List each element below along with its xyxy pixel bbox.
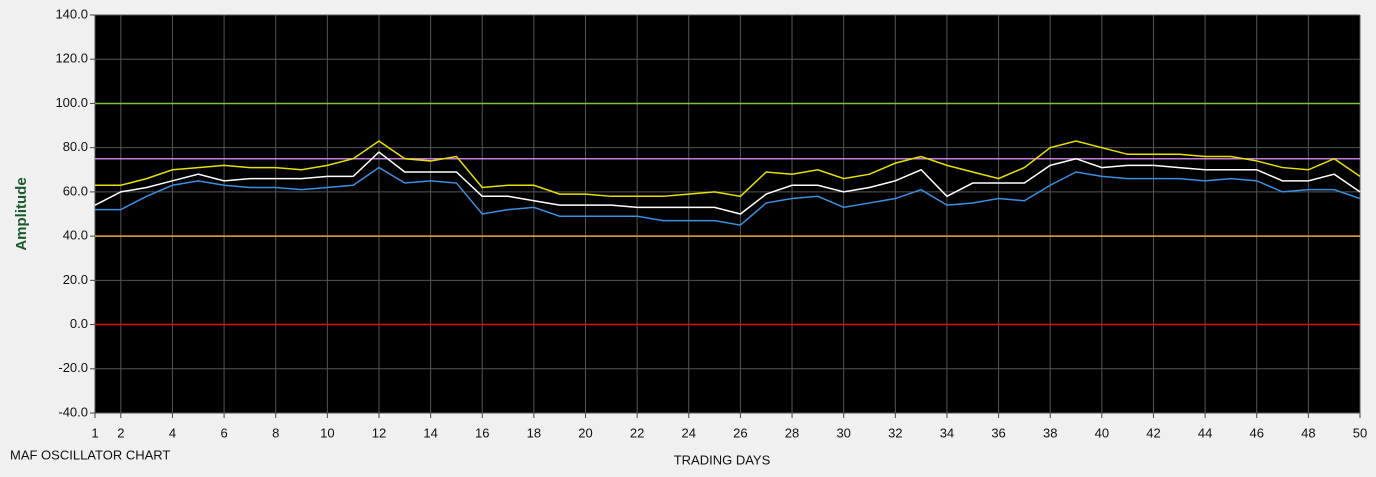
plot-area	[95, 15, 1360, 413]
x-tick-label: 1	[91, 425, 98, 440]
x-tick-label: 16	[475, 425, 489, 440]
x-tick-label: 4	[169, 425, 176, 440]
x-tick-label: 26	[733, 425, 747, 440]
x-tick-label: 46	[1250, 425, 1264, 440]
y-tick-label: 140.0	[55, 6, 88, 21]
x-tick-label: 22	[630, 425, 644, 440]
y-tick-label: -40.0	[58, 404, 88, 419]
x-tick-label: 8	[272, 425, 279, 440]
x-tick-label: 6	[220, 425, 227, 440]
x-tick-label: 18	[527, 425, 541, 440]
y-tick-label: -20.0	[58, 360, 88, 375]
x-tick-label: 14	[423, 425, 437, 440]
x-tick-label: 30	[836, 425, 850, 440]
x-tick-label: 2	[117, 425, 124, 440]
x-tick-label: 40	[1095, 425, 1109, 440]
series-line	[95, 166, 1361, 226]
x-axis-label: TRADING DAYS	[674, 452, 771, 467]
x-tick-label: 36	[991, 425, 1005, 440]
chart-title: MAF OSCILLATOR CHART	[10, 447, 170, 462]
x-tick-label: 48	[1301, 425, 1315, 440]
x-tick-label: 20	[578, 425, 592, 440]
y-tick-label: 80.0	[63, 139, 88, 154]
x-tick-label: 32	[888, 425, 902, 440]
x-tick-label: 38	[1043, 425, 1057, 440]
y-tick-label: 40.0	[63, 228, 88, 243]
x-tick-label: 12	[372, 425, 386, 440]
y-tick-label: 100.0	[55, 95, 88, 110]
marks	[94, 102, 1361, 326]
y-tick-label: 0.0	[70, 316, 88, 331]
y-tick-label: 20.0	[63, 272, 88, 287]
x-tick-label: 34	[940, 425, 954, 440]
x-tick-label: 44	[1198, 425, 1212, 440]
x-tick-label: 24	[682, 425, 696, 440]
x-tick-label: 28	[785, 425, 799, 440]
series-line	[94, 151, 1361, 215]
y-tick-label: 120.0	[55, 51, 88, 66]
x-tick-label: 10	[320, 425, 334, 440]
series-line	[95, 140, 1361, 198]
y-tick-label: 60.0	[63, 183, 88, 198]
x-tick-label: 50	[1353, 425, 1367, 440]
x-tick-label: 42	[1146, 425, 1160, 440]
y-axis-label: Amplitude	[13, 177, 30, 250]
